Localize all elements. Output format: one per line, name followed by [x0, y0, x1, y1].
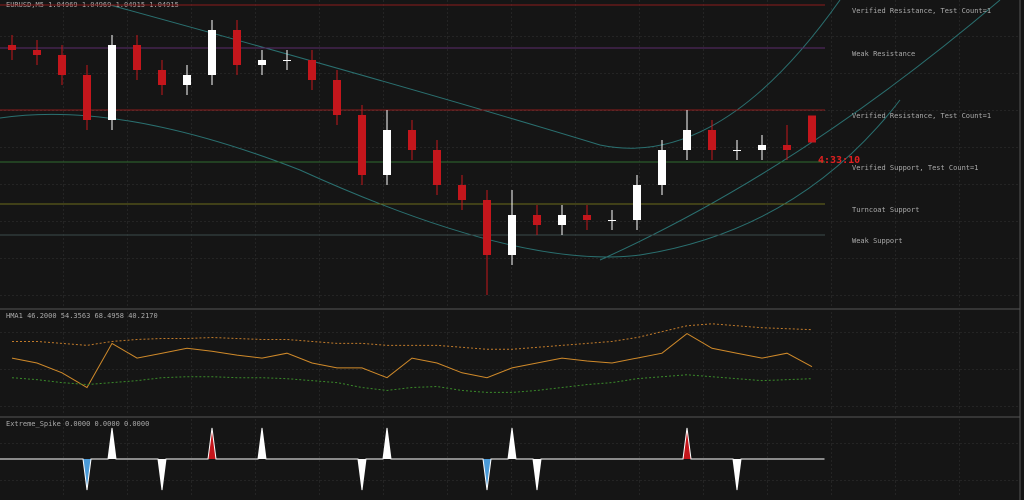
candle-body [233, 30, 241, 65]
indicator-line [12, 323, 813, 350]
candle-body [333, 80, 341, 115]
candle-body [583, 215, 591, 220]
candle-body [433, 150, 441, 185]
level-label: Verified Support, Test Count=1 [852, 164, 978, 172]
candle-body [258, 60, 266, 65]
spike [74, 458, 100, 491]
channel-curve [0, 99, 901, 258]
hma-title: HMA1 46.2000 54.3563 68.4958 40.2170 [6, 312, 158, 320]
indicator-line [11, 332, 813, 389]
candle-body [183, 75, 191, 85]
candle-body [308, 60, 316, 80]
candle-body [383, 130, 391, 175]
spike [149, 458, 175, 491]
candle-body [83, 75, 91, 120]
candle-body [758, 145, 766, 150]
candle-body [158, 70, 166, 85]
candle-body [483, 200, 491, 255]
candle-body [683, 130, 691, 150]
candle-body [108, 45, 116, 120]
channel-curve [599, 0, 1001, 261]
candle-body [133, 45, 141, 70]
candle-body [658, 150, 666, 185]
spike [474, 458, 500, 491]
candle-body [733, 150, 741, 151]
indicator-line [11, 374, 813, 393]
candle-body [33, 50, 41, 55]
candle-body [283, 60, 291, 61]
candle-body [508, 215, 516, 255]
candle-body [558, 215, 566, 225]
candle-body [458, 185, 466, 200]
spike [349, 458, 375, 491]
spike [249, 427, 275, 460]
spike [199, 427, 225, 460]
spike-title: Extreme_Spike 0.0000 0.0000 0.0000 [6, 420, 149, 428]
candle-body [208, 30, 216, 75]
candle-body [408, 130, 416, 150]
spike [524, 458, 550, 491]
channel-curve [109, 0, 841, 149]
hma-pane [0, 311, 1020, 415]
candle-body [533, 215, 541, 225]
spike [499, 427, 525, 460]
level-label: Verified Resistance, Test Count=1 [852, 112, 991, 120]
main-pane [0, 0, 1020, 307]
candle-body [708, 130, 716, 150]
candle-body [58, 55, 66, 75]
level-label: Turncoat Support [852, 206, 919, 214]
candle-body [808, 115, 816, 143]
candle-body [358, 115, 366, 175]
candle-body [633, 185, 641, 220]
bar-timer: 4:33:10 [818, 155, 860, 166]
candle-body [608, 220, 616, 221]
level-label: Verified Resistance, Test Count=1 [852, 7, 991, 15]
spike [374, 427, 400, 460]
candle-body [783, 145, 791, 150]
candle-body [8, 45, 16, 50]
level-label: Weak Support [852, 237, 903, 245]
spike [724, 458, 750, 491]
spike [674, 427, 700, 460]
level-label: Weak Resistance [852, 50, 915, 58]
spike [99, 427, 125, 460]
